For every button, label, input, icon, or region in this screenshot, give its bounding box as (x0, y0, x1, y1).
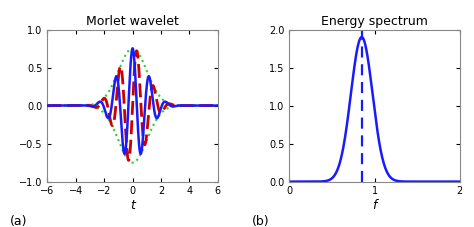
Title: Morlet wavelet: Morlet wavelet (86, 15, 179, 28)
Title: Energy spectrum: Energy spectrum (321, 15, 428, 28)
Text: (b): (b) (252, 215, 270, 227)
X-axis label: t: t (130, 199, 135, 212)
Text: (a): (a) (10, 215, 27, 227)
X-axis label: f: f (373, 199, 377, 212)
